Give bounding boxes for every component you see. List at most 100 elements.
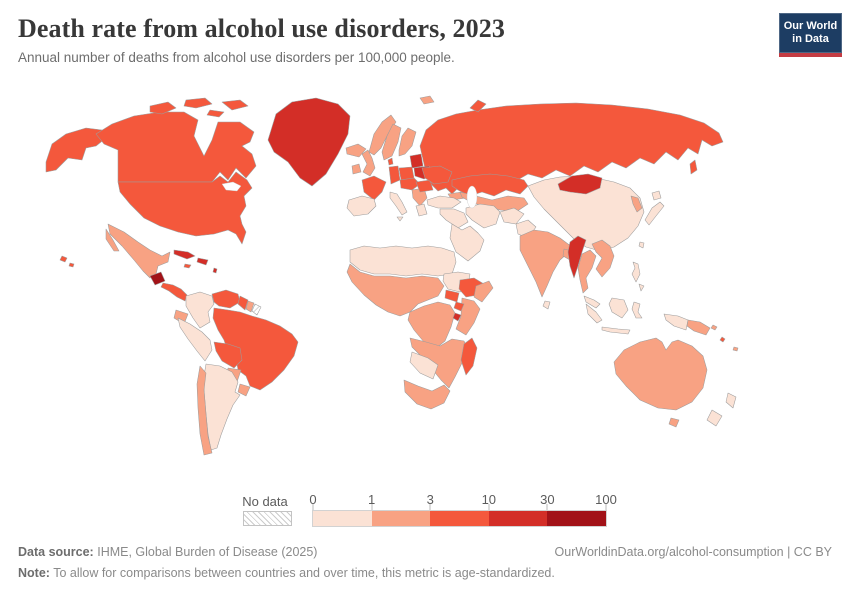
region-japan-honshu[interactable] — [644, 201, 665, 226]
region-turkey[interactable] — [426, 195, 462, 209]
region-west-new-guinea[interactable] — [663, 313, 689, 331]
region-ireland[interactable] — [351, 163, 362, 175]
region-thailand[interactable] — [577, 249, 597, 294]
region-philippines[interactable] — [631, 261, 641, 283]
region-somalia[interactable] — [473, 280, 494, 303]
region-australia[interactable] — [613, 337, 708, 411]
region-french-guiana[interactable] — [251, 303, 262, 316]
region-iceland[interactable] — [345, 143, 367, 158]
region-sumatra[interactable] — [585, 303, 603, 324]
region-saudi-peninsula[interactable] — [449, 223, 485, 262]
region-afghanistan[interactable] — [499, 207, 525, 225]
region-germany[interactable] — [388, 165, 401, 185]
region-usa[interactable] — [117, 171, 253, 245]
region-papua-new-guinea[interactable] — [686, 319, 711, 336]
legend-tick-mark — [546, 504, 548, 511]
region-baltics[interactable] — [409, 153, 424, 169]
region-venezuela[interactable] — [211, 289, 241, 309]
region-greece[interactable] — [415, 203, 428, 217]
region-romania[interactable] — [415, 179, 434, 193]
region-rwanda-burundi[interactable] — [452, 312, 462, 322]
region-italy[interactable] — [389, 191, 408, 216]
legend-bin-0-1[interactable] — [313, 511, 372, 526]
region-solomon-islands[interactable] — [710, 324, 718, 331]
legend-tick-mark — [605, 504, 607, 511]
region-sakhalin[interactable] — [689, 159, 698, 175]
region-tasmania[interactable] — [668, 417, 680, 428]
region-central-europe[interactable] — [399, 177, 421, 191]
region-arctic-islands[interactable] — [183, 97, 213, 109]
region-japan-hokkaido[interactable] — [651, 190, 662, 201]
region-mexico[interactable] — [107, 223, 171, 279]
owid-link[interactable]: OurWorldinData.org/alcohol-consumption |… — [554, 545, 832, 559]
region-central-africa[interactable] — [407, 301, 456, 350]
region-iran[interactable] — [465, 203, 501, 229]
region-finland[interactable] — [398, 127, 417, 157]
region-chile[interactable] — [196, 365, 213, 456]
no-data-swatch[interactable] — [243, 511, 292, 526]
region-sicily[interactable] — [396, 216, 404, 222]
region-north-africa[interactable] — [349, 245, 457, 277]
region-hawaii[interactable] — [59, 255, 68, 263]
legend-bin-1-3[interactable] — [371, 511, 431, 526]
region-cuba[interactable] — [173, 249, 196, 260]
legend-bin-3-10[interactable] — [430, 511, 489, 526]
region-mongolia[interactable] — [557, 173, 603, 195]
legend-bin-10-30[interactable] — [488, 511, 548, 526]
region-uganda[interactable] — [453, 301, 465, 312]
region-west-africa[interactable] — [346, 263, 445, 317]
region-alaska[interactable] — [45, 127, 107, 173]
region-argentina[interactable] — [203, 363, 241, 451]
region-india[interactable] — [519, 229, 576, 298]
region-hawaii[interactable] — [68, 262, 75, 268]
region-iberia[interactable] — [346, 195, 377, 217]
region-guatemala[interactable] — [149, 271, 166, 286]
region-lesser-antilles[interactable] — [212, 267, 218, 274]
region-uruguay[interactable] — [237, 383, 251, 397]
region-sweden[interactable] — [381, 123, 402, 161]
region-uk[interactable] — [361, 149, 376, 177]
region-jamaica[interactable] — [183, 263, 192, 269]
region-denmark[interactable] — [387, 157, 394, 166]
region-fiji[interactable] — [732, 346, 739, 352]
region-korea[interactable] — [630, 195, 643, 213]
region-new-zealand[interactable] — [725, 392, 737, 409]
region-philippines[interactable] — [638, 283, 645, 292]
region-ukraine[interactable] — [421, 165, 453, 185]
region-namibia-botswana[interactable] — [409, 351, 439, 380]
region-south-sudan[interactable] — [444, 289, 460, 303]
region-arctic-islands[interactable] — [221, 99, 249, 111]
region-baja-california[interactable] — [105, 228, 120, 252]
region-madagascar[interactable] — [460, 337, 478, 376]
region-new-zealand[interactable] — [706, 409, 723, 427]
region-vanuatu[interactable] — [719, 336, 726, 343]
region-malaysia[interactable] — [583, 295, 601, 309]
region-svalbard[interactable] — [419, 95, 435, 105]
region-arctic-islands[interactable] — [149, 101, 177, 115]
region-central-america[interactable] — [160, 282, 188, 302]
region-arctic-islands[interactable] — [206, 109, 225, 118]
legend-bin-30-100[interactable] — [547, 511, 606, 526]
region-suriname[interactable] — [245, 300, 255, 313]
region-france[interactable] — [361, 175, 387, 201]
region-peru[interactable] — [177, 317, 213, 362]
region-myanmar[interactable] — [567, 235, 587, 279]
region-hispaniola[interactable] — [196, 257, 209, 266]
region-greenland[interactable] — [267, 97, 351, 187]
region-bolivia[interactable] — [213, 341, 243, 369]
region-sulawesi[interactable] — [631, 301, 643, 319]
region-south-africa[interactable] — [403, 379, 451, 410]
owid-logo[interactable]: Our World in Data — [779, 13, 842, 53]
region-java[interactable] — [601, 326, 631, 335]
page-subtitle: Annual number of deaths from alcohol use… — [18, 50, 455, 65]
region-colombia[interactable] — [185, 291, 215, 329]
region-sri-lanka[interactable] — [542, 300, 551, 310]
region-canada[interactable] — [95, 111, 257, 183]
region-novaya-zemlya[interactable] — [469, 99, 487, 113]
region-taiwan[interactable] — [638, 241, 645, 249]
region-levant-iraq[interactable] — [439, 208, 469, 229]
region-norway[interactable] — [368, 114, 397, 156]
region-indochina[interactable] — [591, 239, 615, 278]
region-borneo[interactable] — [608, 297, 629, 319]
region-guyana[interactable] — [237, 295, 249, 311]
